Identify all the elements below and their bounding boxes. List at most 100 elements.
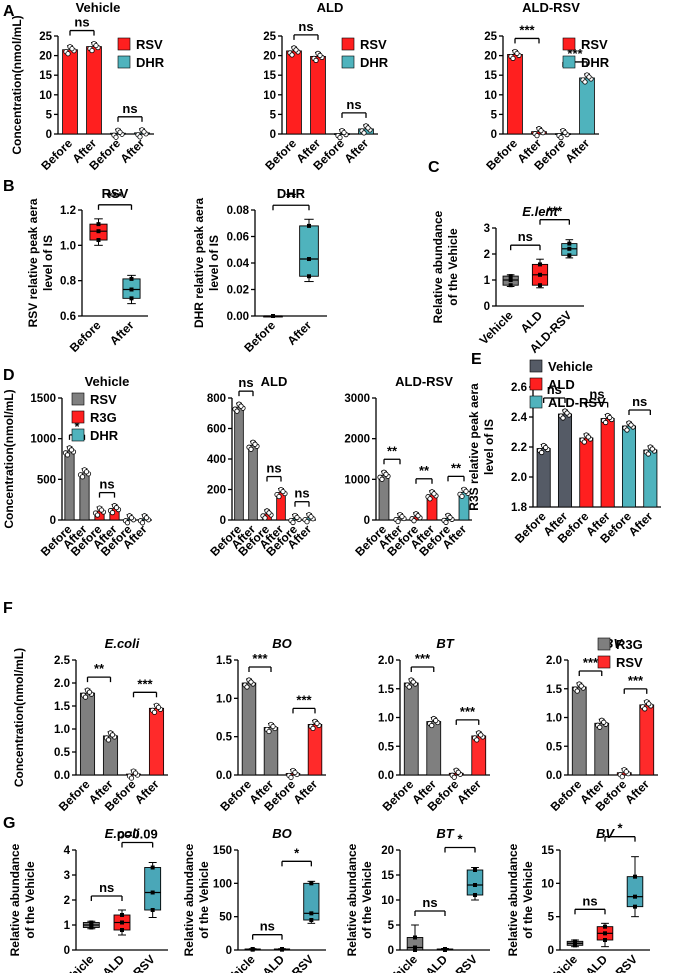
data-point — [406, 684, 412, 690]
data-point — [270, 723, 276, 730]
data-point — [94, 512, 101, 518]
x-tick-label: Before — [241, 318, 278, 355]
y-tick-label: 1000 — [30, 434, 56, 446]
bar-r3g — [263, 727, 279, 776]
y-tick-label: 0.02 — [227, 285, 249, 297]
y-axis-label: level of IS — [207, 235, 221, 291]
data-point — [309, 881, 314, 886]
chart-title: ALD-RSV — [395, 374, 453, 389]
data-point — [538, 272, 542, 277]
y-tick-label: 10 — [381, 895, 394, 907]
legend-swatch-rsv — [117, 37, 131, 51]
data-point — [317, 52, 323, 58]
data-point — [307, 223, 311, 228]
bar-rsv — [310, 55, 326, 135]
bar-rsv — [62, 49, 78, 135]
y-tick-label: 150 — [213, 845, 232, 857]
data-point — [271, 314, 275, 318]
data-point — [383, 471, 389, 477]
chart-title: E.lent — [522, 204, 558, 219]
data-point — [433, 717, 439, 724]
data-point — [411, 518, 417, 524]
legend-swatch-dhr — [562, 55, 576, 69]
y-tick-label: 0.0 — [546, 770, 562, 782]
y-axis-label: level of IS — [482, 419, 496, 475]
y-tick-label: 1 — [64, 920, 71, 932]
y-tick-label: 1.0 — [378, 713, 394, 725]
y-axis-label: Relative abundance — [506, 843, 520, 956]
bar-rsv — [234, 406, 244, 521]
bar-rsv — [79, 472, 90, 521]
y-tick-label: 1.0 — [216, 693, 232, 705]
legend-swatch-r3g — [71, 410, 85, 424]
y-tick-label: 2 — [64, 895, 70, 907]
y-tick-label: 1.2 — [60, 205, 76, 217]
x-tick-label: After — [562, 136, 592, 166]
data-point — [238, 403, 244, 409]
legend-swatch-rsv — [341, 37, 355, 51]
significance-0-label: ns — [582, 893, 597, 908]
data-point — [603, 938, 607, 942]
y-tick-label: 100 — [213, 878, 232, 890]
data-point — [308, 514, 314, 520]
y-tick-label: 2000 — [344, 434, 370, 446]
y-axis-label: of the Vehicle — [197, 861, 211, 939]
y-tick-label: 2.4 — [511, 412, 528, 424]
data-point — [139, 520, 146, 526]
x-tick-label: ALD — [100, 952, 128, 973]
data-point — [250, 947, 255, 951]
y-tick-label: 0 — [270, 129, 276, 141]
data-point — [415, 513, 421, 519]
data-point — [276, 493, 282, 500]
data-point — [413, 935, 417, 940]
y-tick-label: 20 — [381, 845, 394, 857]
bar-rsv — [507, 54, 523, 135]
legend-label: DHR — [581, 55, 610, 70]
significance-0-label: *** — [415, 651, 431, 666]
y-tick-label: 3 — [484, 223, 490, 235]
x-tick-label: ALD — [260, 952, 288, 973]
data-point — [132, 770, 139, 776]
significance-1-label: * — [294, 845, 300, 860]
bar-r3g — [403, 682, 419, 776]
y-tick-label: 5 — [491, 109, 498, 121]
bar-ald-rsv — [643, 449, 658, 508]
data-point — [96, 229, 101, 234]
y-tick-label: 0.6 — [60, 311, 76, 323]
bar-rsv — [64, 450, 75, 521]
data-point — [93, 42, 99, 49]
legend-swatch-rsv — [597, 655, 611, 669]
y-tick-label: 4 — [64, 845, 71, 857]
chart-title: DHR — [277, 186, 306, 201]
significance-1-label: * — [457, 832, 463, 847]
significance-0-label: ** — [94, 661, 105, 676]
y-tick-label: 1.8 — [511, 502, 528, 514]
data-point — [538, 283, 542, 288]
data-point — [574, 688, 580, 694]
data-point — [151, 709, 158, 715]
x-tick-label: ALD — [583, 952, 611, 973]
significance-0-label: *** — [519, 22, 535, 37]
data-point — [564, 410, 570, 416]
y-axis-label: level of IS — [41, 235, 55, 291]
y-axis-label: Concentration(nmol/mL) — [2, 389, 16, 528]
y-tick-label: 2.2 — [511, 442, 527, 454]
y-tick-label: 1.5 — [54, 701, 71, 713]
y-tick-label: 1.5 — [216, 655, 233, 667]
y-tick-label: 500 — [37, 474, 56, 486]
panel-letter-B: B — [3, 178, 15, 195]
y-tick-label: 15 — [263, 70, 276, 82]
data-point — [89, 47, 95, 54]
bar-r3g — [102, 735, 119, 776]
data-point — [141, 129, 147, 135]
significance-0-label: *** — [252, 651, 268, 666]
data-point — [567, 246, 572, 251]
y-tick-label: 15 — [39, 70, 52, 82]
data-point — [365, 125, 371, 131]
bar-rsv — [471, 735, 487, 776]
bar-rsv — [248, 444, 258, 521]
legend-label: ALD — [548, 377, 575, 392]
y-axis-label: Relative abundance — [182, 843, 196, 956]
bar-r3g — [426, 721, 442, 776]
y-tick-label: 0.0 — [378, 770, 394, 782]
